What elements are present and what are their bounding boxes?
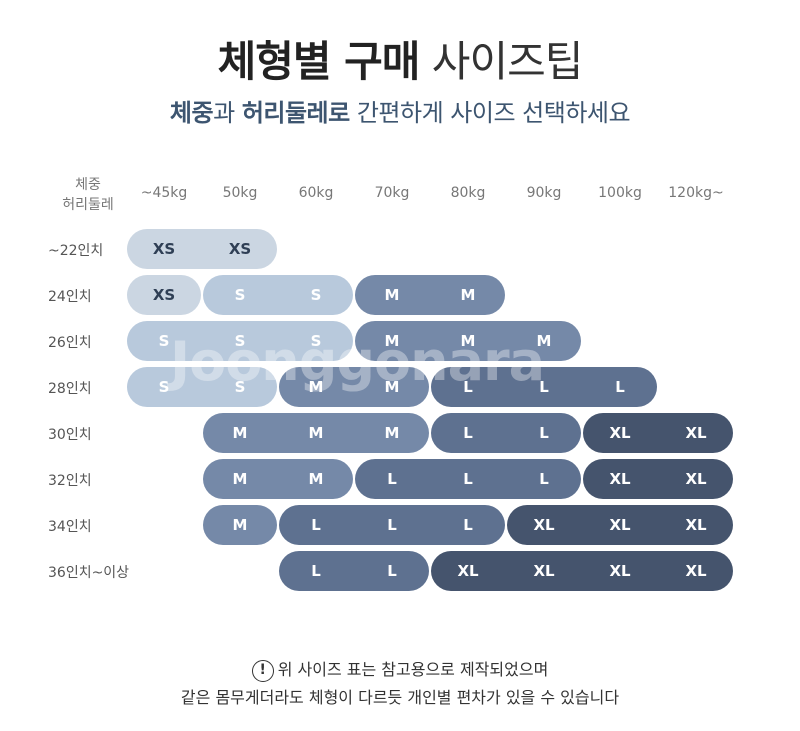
size-pill [355,275,505,315]
corner-waist-label: 허리둘레 [62,197,114,213]
size-cell: L [615,378,625,396]
size-cell: S [310,286,322,304]
note-text-1: 위 사이즈 표는 참고용으로 제작되었으며 [277,660,549,679]
warning-circle-icon: ! [251,659,274,682]
title-bold: 체형별 구매 [217,37,421,86]
size-cell: S [234,332,246,350]
size-cell: M [232,470,248,488]
size-cell: M [384,286,400,304]
size-cell: L [463,470,473,488]
size-cell: L [463,378,473,396]
size-cell: M [460,286,476,304]
weight-header: 90kg [526,185,562,201]
subtitle-and: 과 [213,99,242,127]
size-cell: M [536,332,552,350]
size-pill [507,505,733,545]
size-cell: M [384,378,400,396]
size-cell: M [460,332,476,350]
size-cell: L [463,516,473,534]
waist-label: 24인치 [48,289,92,305]
size-cell: M [232,424,248,442]
size-pill [203,413,429,453]
weight-header: 120kg~ [668,185,724,201]
weight-header: 50kg [222,185,258,201]
size-pill [203,505,277,545]
weight-header: 60kg [298,185,334,201]
size-cell: XL [685,516,707,534]
size-cell: L [387,470,397,488]
size-cell: L [539,424,549,442]
size-pill [279,505,505,545]
size-cell: XL [685,470,707,488]
table-corner-header: 체중 허리둘레 [50,175,126,215]
note-line-2: 같은 몸무게더라도 체형이 다르듯 개인별 편차가 있을 수 있습니다 [180,688,620,707]
waist-label: 30인치 [48,427,92,443]
size-pill [127,321,353,361]
size-pill [431,413,581,453]
subtitle-rest: 간편하게 사이즈 선택하세요 [349,99,631,127]
size-cell: XL [609,562,631,580]
size-pill [279,367,429,407]
size-pill [127,275,201,315]
weight-header: 100kg [598,185,642,201]
size-cell: XS [152,286,176,304]
size-cell: XL [457,562,479,580]
size-cell: L [539,378,549,396]
size-cell: XS [228,240,252,258]
size-cell: XL [609,424,631,442]
corner-weight-label: 체중 [75,177,101,193]
size-cell: XL [609,516,631,534]
weight-header: 80kg [450,185,486,201]
subtitle-waist: 허리둘레로 [241,99,350,127]
size-cell: XL [609,470,631,488]
waist-label: ~22인치 [48,243,104,259]
size-cell: L [387,562,397,580]
size-cell: M [308,378,324,396]
size-cell: L [387,516,397,534]
size-pill [127,367,277,407]
size-pill [355,321,581,361]
size-cell: L [311,562,321,580]
size-cell: L [539,470,549,488]
size-cell: S [234,378,246,396]
size-pill [355,459,581,499]
size-cell: XL [685,562,707,580]
size-pill [127,229,277,269]
size-cell: S [234,286,246,304]
waist-label: 32인치 [48,473,92,489]
size-cell: L [463,424,473,442]
size-cell: M [308,424,324,442]
size-cell: M [308,470,324,488]
size-cell: XL [685,424,707,442]
size-cell: XS [152,240,176,258]
waist-label: 28인치 [48,381,92,397]
size-cell: S [158,332,170,350]
size-pill [583,413,733,453]
size-cell: M [384,332,400,350]
waist-label: 36인치~이상 [48,565,130,581]
size-cell: XL [533,516,555,534]
size-pill [583,459,733,499]
title-light: 사이즈팁 [419,37,584,86]
size-cell: L [311,516,321,534]
size-pill [431,367,657,407]
weight-header: ~45kg [140,185,188,201]
page-title: 체형별 구매 사이즈팁 [0,28,800,89]
waist-label: 34인치 [48,519,92,535]
note-line-1: ! 위 사이즈 표는 참고용으로 제작되었으며 [0,656,800,682]
page-subtitle: 체중과 허리둘레로 간편하게 사이즈 선택하세요 [0,93,800,128]
subtitle-weight: 체중 [169,99,214,127]
size-pill [203,275,353,315]
size-pill [279,551,429,591]
waist-label: 26인치 [48,335,92,351]
weight-header: 70kg [374,185,410,201]
size-cell: S [158,378,170,396]
size-cell: M [384,424,400,442]
size-cell: XL [533,562,555,580]
size-pill [203,459,353,499]
size-cell: S [310,332,322,350]
size-pill [431,551,733,591]
size-cell: M [232,516,248,534]
